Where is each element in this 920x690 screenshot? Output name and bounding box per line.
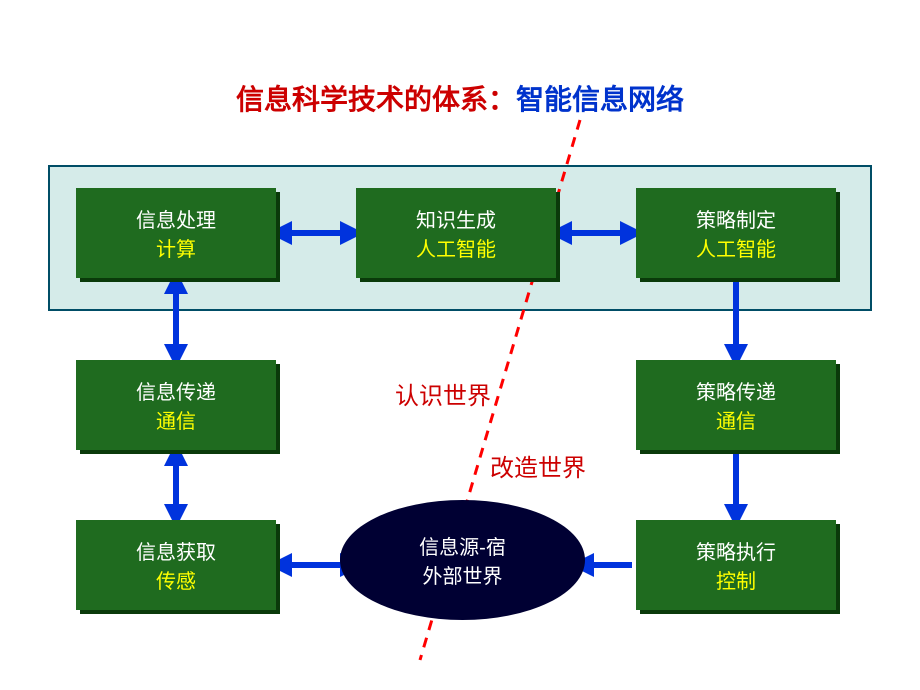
annot-change-world: 改造世界	[490, 448, 586, 483]
node-strategy-exec: 策略执行 控制	[636, 520, 836, 610]
node-label-2: 通信	[716, 405, 756, 434]
node-label-1: 信息处理	[136, 204, 216, 233]
node-info-transfer: 信息传递 通信	[76, 360, 276, 450]
annot-know-world: 认识世界	[395, 376, 491, 411]
title-part2: 智能信息网络	[516, 84, 684, 115]
node-label-2: 控制	[716, 565, 756, 594]
node-label-1: 信息获取	[136, 536, 216, 565]
ellipse-label-1: 信息源-宿	[419, 531, 506, 560]
node-label-2: 计算	[156, 233, 196, 262]
node-info-processing: 信息处理 计算	[76, 188, 276, 278]
node-label-2: 人工智能	[696, 233, 776, 262]
node-label-1: 策略执行	[696, 536, 776, 565]
node-label-1: 信息传递	[136, 376, 216, 405]
node-label-1: 策略传递	[696, 376, 776, 405]
node-label-2: 通信	[156, 405, 196, 434]
diagram-title: 信息科学技术的体系：智能信息网络	[0, 78, 920, 118]
node-strategy-make: 策略制定 人工智能	[636, 188, 836, 278]
node-label-1: 知识生成	[416, 204, 496, 233]
node-label-2: 人工智能	[416, 233, 496, 262]
node-info-acquire: 信息获取 传感	[76, 520, 276, 610]
node-knowledge-gen: 知识生成 人工智能	[356, 188, 556, 278]
node-label-1: 策略制定	[696, 204, 776, 233]
node-source-sink: 信息源-宿 外部世界	[340, 500, 585, 620]
node-strategy-transfer: 策略传递 通信	[636, 360, 836, 450]
title-part1: 信息科学技术的体系：	[236, 84, 516, 115]
ellipse-label-2: 外部世界	[423, 560, 503, 589]
node-label-2: 传感	[156, 565, 196, 594]
